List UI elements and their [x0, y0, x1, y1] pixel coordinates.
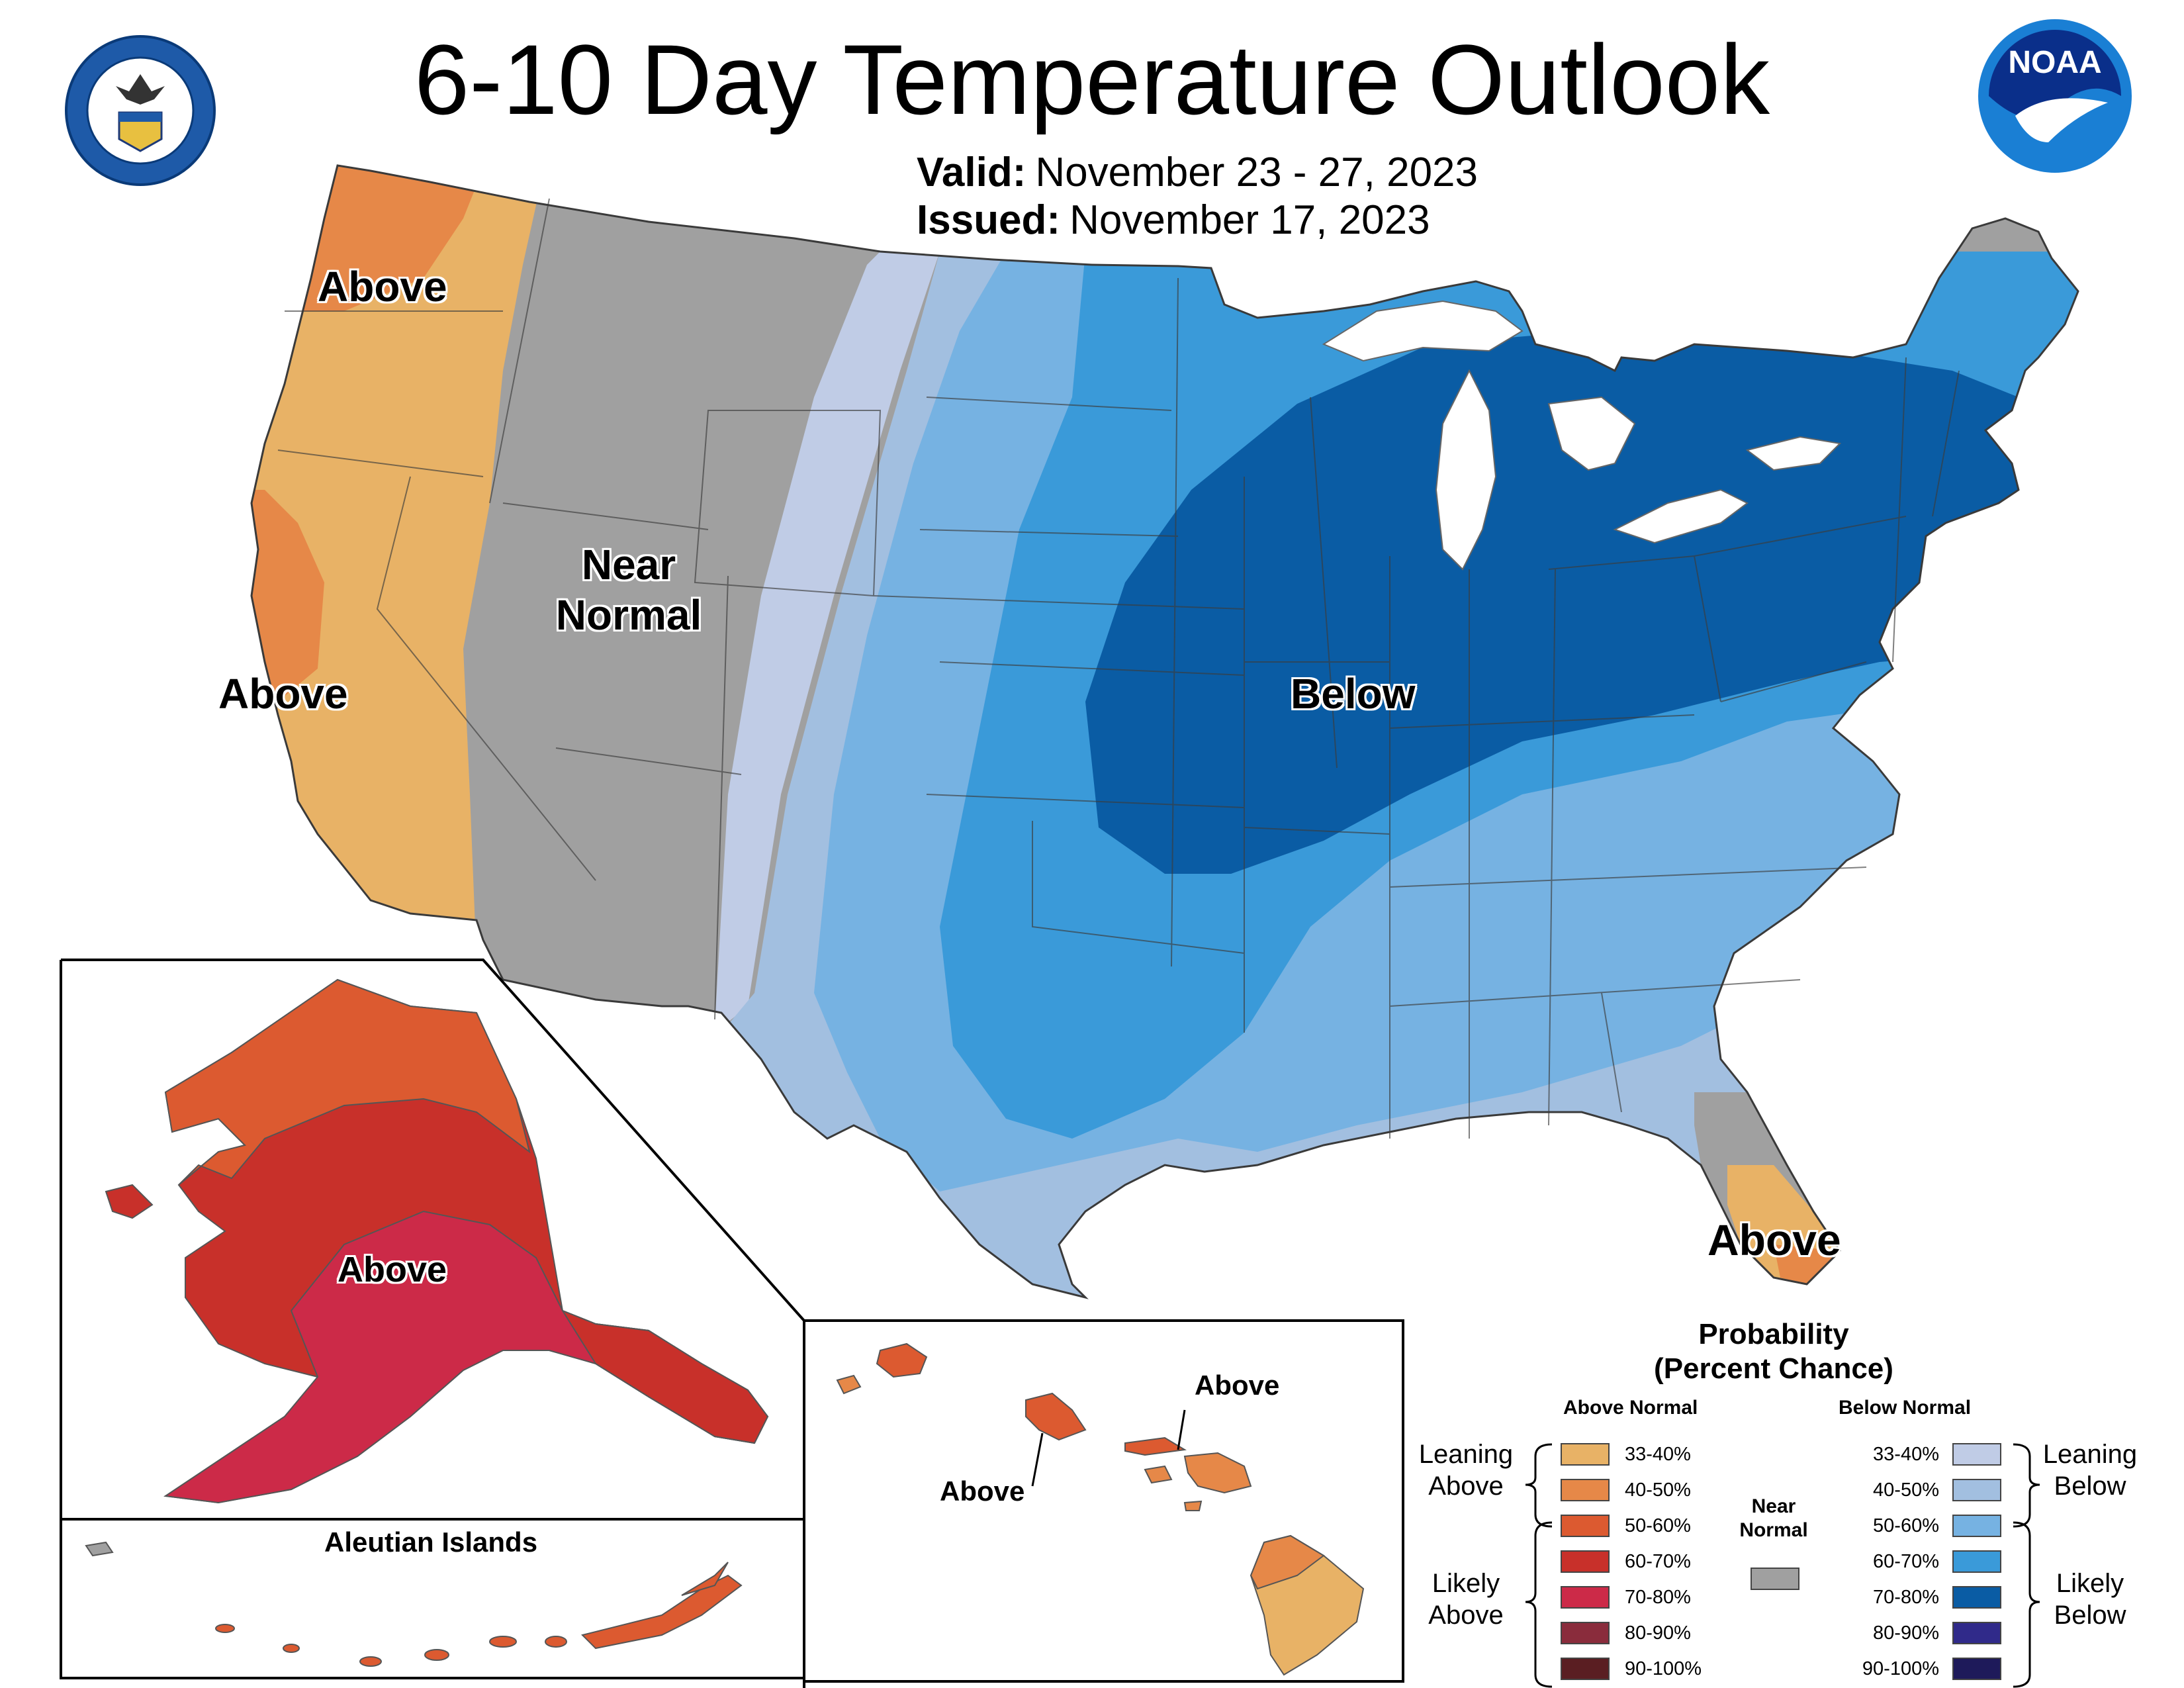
legend-below-header: Below Normal — [1839, 1397, 1972, 1419]
legend-below-range-3: 60-70% — [1873, 1551, 1939, 1572]
legend-near-normal-swatch — [1751, 1568, 1799, 1590]
label-above-pacific-nw: Above — [318, 263, 447, 310]
legend-below-swatch-6 — [1952, 1658, 2001, 1680]
legend-above-range-3: 60-70% — [1625, 1551, 1691, 1572]
legend-leaning-above: Leaning Above — [1418, 1440, 1514, 1501]
hawaii-islands — [836, 1342, 1365, 1676]
legend-near-normal-label: Near Normal — [1739, 1495, 1808, 1541]
conus-outline — [250, 164, 2079, 1299]
legend-below-swatch-5 — [1952, 1622, 2001, 1644]
legend-likely-below: Likely Below — [2054, 1569, 2126, 1630]
legend-below-range-5: 80-90% — [1873, 1622, 1939, 1644]
legend-above-swatch-3 — [1561, 1550, 1610, 1573]
legend-below-swatch-3 — [1952, 1550, 2001, 1573]
hawaii-leader-south — [1031, 1432, 1044, 1487]
label-above-hawaii-north: Above — [1195, 1370, 1280, 1401]
issued-date: November 17, 2023 — [1069, 197, 1430, 243]
legend-leaning-below: Leaning Below — [2042, 1440, 2138, 1501]
legend-below-swatch-2 — [1952, 1515, 2001, 1537]
legend-above-range-6: 90-100% — [1625, 1658, 1702, 1679]
issued-line: Issued: November 17, 2023 — [917, 197, 1478, 244]
label-above-california: Above — [218, 670, 348, 718]
legend-above-swatch-4 — [1561, 1586, 1610, 1609]
hawaii-inset-frame — [803, 1319, 1404, 1683]
label-above-alaska: Above — [338, 1250, 447, 1289]
legend-below-range-1: 40-50% — [1873, 1479, 1939, 1501]
label-above-hawaii-south: Above — [940, 1476, 1025, 1507]
alaska-shape — [105, 978, 769, 1504]
legend-above-range-2: 50-60% — [1625, 1515, 1691, 1536]
valid-line: Valid: November 23 - 27, 2023 — [917, 149, 1478, 197]
label-near-normal: Near Normal — [555, 541, 702, 639]
legend-below-range-2: 50-60% — [1873, 1515, 1939, 1536]
great-lakes — [1322, 300, 1842, 571]
valid-label: Valid: — [917, 150, 1026, 195]
legend-above-swatch-2 — [1561, 1515, 1610, 1537]
aleutian-islands-title: Aleutian Islands — [324, 1526, 538, 1558]
hawaii-leader-north — [1177, 1409, 1186, 1450]
date-block: Valid: November 23 - 27, 2023 Issued: Nove… — [917, 149, 1478, 244]
page-title: 6-10 Day Temperature Outlook — [414, 24, 1770, 135]
legend-above-header: Above Normal — [1563, 1397, 1698, 1419]
commerce-seal-logo — [65, 35, 216, 186]
state-boundaries — [277, 198, 1960, 1139]
legend-above-swatch-1 — [1561, 1479, 1610, 1501]
legend-likely-above: Likely Above — [1428, 1569, 1504, 1630]
legend-below-swatch-1 — [1952, 1479, 2001, 1501]
legend-above-swatch-5 — [1561, 1622, 1610, 1644]
legend-above-range-0: 33-40% — [1625, 1444, 1691, 1465]
legend-title-line2: (Percent Chance) — [1654, 1352, 1893, 1385]
legend-title-line1: Probability — [1698, 1318, 1849, 1350]
valid-dates: November 23 - 27, 2023 — [1035, 150, 1479, 195]
legend-below-swatch-4 — [1952, 1586, 2001, 1609]
legend-below-range-4: 70-80% — [1873, 1587, 1939, 1608]
legend-above-range-5: 80-90% — [1625, 1622, 1691, 1644]
legend-below-swatch-0 — [1952, 1443, 2001, 1466]
noaa-logo-text: NOAA — [2008, 45, 2101, 80]
noaa-logo: NOAA — [1978, 19, 2132, 173]
legend-above-range-1: 40-50% — [1625, 1479, 1691, 1501]
label-above-florida: Above — [1707, 1215, 1841, 1264]
legend-above-swatch-6 — [1561, 1658, 1610, 1680]
aleutian-islands-shapes — [85, 1541, 743, 1667]
legend-above-range-4: 70-80% — [1625, 1587, 1691, 1608]
legend-below-range-6: 90-100% — [1862, 1658, 1939, 1679]
legend-title: Probability (Percent Chance) — [1588, 1317, 1959, 1386]
legend-below-range-0: 33-40% — [1873, 1444, 1939, 1465]
issued-label: Issued: — [917, 197, 1061, 243]
label-below: Below — [1291, 670, 1416, 718]
legend-above-swatch-0 — [1561, 1443, 1610, 1466]
